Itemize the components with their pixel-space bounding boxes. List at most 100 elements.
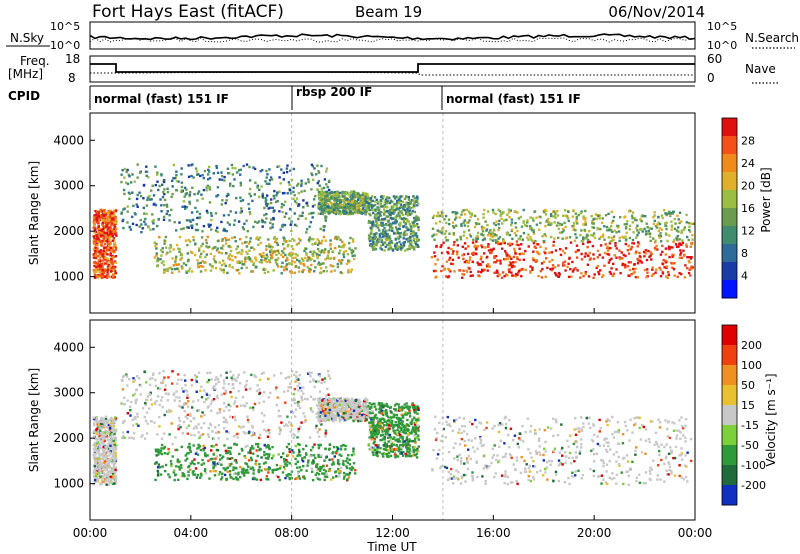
velocity-echo-cell	[312, 398, 315, 401]
power-echo-cell	[220, 203, 223, 206]
power-echo-cell	[307, 178, 310, 181]
power-echo-cell	[458, 269, 462, 272]
power-echo-cell	[307, 238, 311, 241]
velocity-echo-cell	[240, 426, 243, 429]
power-echo-cell	[517, 270, 521, 273]
power-echo-cell	[178, 248, 181, 251]
power-echo-cell	[646, 232, 649, 235]
velocity-echo-cell	[266, 457, 270, 460]
velocity-echo-cell	[143, 437, 147, 440]
power-echo-cell	[294, 253, 297, 256]
velocity-echo-cell	[273, 468, 276, 472]
power-echo-cell	[240, 266, 243, 270]
velocity-echo-cell	[293, 402, 297, 405]
power-echo-cell	[185, 271, 188, 274]
velocity-echo-cell	[166, 410, 170, 414]
power-echo-cell	[269, 176, 273, 179]
power-echo-cell	[405, 201, 408, 204]
power-echo-cell	[653, 211, 656, 214]
power-echo-cell	[394, 243, 397, 246]
power-echo-cell	[156, 224, 159, 228]
power-echo-cell	[93, 231, 96, 234]
velocity-echo-cell	[104, 435, 107, 439]
power-echo-cell	[369, 226, 372, 229]
velocity-echo-cell	[268, 447, 271, 451]
velocity-echo-cell	[174, 473, 177, 476]
power-echo-cell	[661, 272, 665, 275]
power-echo-cell	[689, 230, 692, 233]
velocity-echo-cell	[100, 426, 103, 429]
power-echo-cell	[236, 245, 239, 248]
power-echo-cell	[283, 223, 287, 227]
power-echo-cell	[510, 221, 514, 224]
velocity-echo-cell	[312, 378, 315, 381]
power-colorbar-segment	[722, 136, 737, 155]
power-echo-cell	[286, 192, 289, 195]
power-echo-cell	[305, 247, 308, 250]
power-echo-cell	[555, 274, 558, 277]
power-echo-cell	[323, 211, 327, 215]
power-echo-cell	[155, 247, 158, 250]
power-echo-cell	[489, 238, 492, 241]
power-echo-cell	[160, 210, 163, 213]
power-echo-cell	[673, 262, 676, 265]
power-echo-cell	[111, 254, 114, 258]
power-echo-cell	[541, 267, 544, 271]
power-echo-cell	[527, 238, 530, 241]
power-echo-cell	[448, 232, 451, 235]
power-echo-cell	[335, 191, 339, 194]
power-echo-cell	[564, 225, 567, 229]
velocity-echo-cell	[134, 417, 137, 421]
power-echo-cell	[408, 245, 411, 248]
power-echo-cell	[256, 184, 259, 187]
power-echo-cell	[324, 201, 328, 204]
velocity-echo-cell	[155, 461, 158, 464]
velocity-echo-cell	[300, 389, 303, 393]
power-echo-cell	[182, 262, 186, 265]
velocity-echo-cell	[158, 403, 161, 407]
power-echo-cell	[110, 257, 113, 261]
power-echo-cell	[357, 201, 360, 205]
power-echo-cell	[325, 266, 328, 269]
velocity-echo-cell	[108, 445, 111, 448]
velocity-echo-cell	[100, 478, 104, 482]
power-echo-cell	[338, 249, 342, 252]
power-echo-cell	[517, 237, 520, 240]
power-echo-cell	[395, 195, 398, 198]
power-echo-cell	[416, 223, 419, 226]
velocity-echo-cell	[98, 443, 101, 446]
power-echo-cell	[189, 191, 192, 194]
velocity-echo-cell	[162, 378, 165, 382]
power-echo-cell	[390, 205, 394, 208]
power-echo-cell	[340, 206, 343, 209]
power-echo-cell	[643, 268, 647, 272]
velocity-echo-cell	[299, 386, 302, 390]
power-echo-cell	[145, 174, 148, 177]
power-echo-cell	[380, 236, 383, 239]
power-echo-cell	[184, 207, 187, 210]
power-echo-cell	[282, 268, 286, 272]
power-echo-cell	[452, 224, 455, 228]
power-echo-cell	[579, 212, 583, 215]
power-echo-cell	[531, 266, 534, 269]
power-echo-cell	[114, 255, 117, 258]
power-echo-cell	[289, 169, 292, 172]
power-echo-cell	[328, 199, 331, 202]
velocity-echo-cell	[228, 473, 232, 476]
power-echo-cell	[101, 274, 105, 277]
power-echo-cell	[153, 256, 156, 259]
power-echo-cell	[290, 229, 293, 233]
velocity-echo-cell	[222, 409, 226, 413]
velocity-echo-cell	[164, 384, 167, 387]
power-echo-cell	[106, 247, 110, 250]
power-echo-cell	[602, 274, 605, 277]
power-echo-cell	[285, 167, 289, 170]
velocity-echo-cell	[125, 375, 129, 378]
power-echo-cell	[516, 273, 519, 276]
power-echo-cell	[359, 201, 363, 204]
power-echo-cell	[383, 204, 386, 207]
power-echo-cell	[105, 234, 108, 237]
power-echo-cell	[112, 209, 116, 213]
power-echo-cell	[627, 261, 631, 264]
power-echo-cell	[166, 187, 169, 190]
